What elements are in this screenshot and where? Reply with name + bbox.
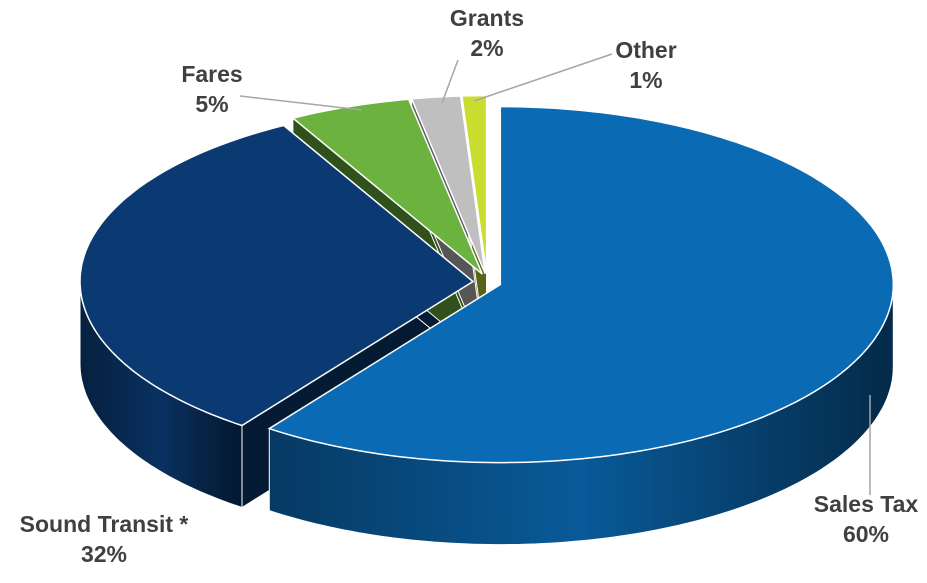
slice-label-name: Sound Transit * xyxy=(20,511,189,537)
leader-line xyxy=(473,53,613,102)
slice-label-value: 60% xyxy=(843,521,889,547)
pie-tops xyxy=(79,94,895,464)
slice-label-name: Other xyxy=(615,37,676,63)
pie-slice xyxy=(79,124,475,427)
pie-slice xyxy=(410,95,486,274)
slice-label-name: Sales Tax xyxy=(814,491,919,517)
leader-line xyxy=(239,95,363,111)
slice-label-value: 5% xyxy=(195,91,228,117)
slice-label-value: 1% xyxy=(629,67,662,93)
pie-slice xyxy=(267,105,895,464)
pie-slice xyxy=(291,98,483,275)
labels: Sales Tax 60% Sound Transit * 32% Fares 5% Gra… xyxy=(20,5,919,567)
slice-label-name: Fares xyxy=(181,61,242,87)
slice-label-value: 32% xyxy=(81,541,127,567)
pie-slice xyxy=(461,94,488,274)
leader-line xyxy=(441,59,459,104)
slice-label-name: Grants xyxy=(450,5,524,31)
slice-label-value: 2% xyxy=(470,35,503,61)
